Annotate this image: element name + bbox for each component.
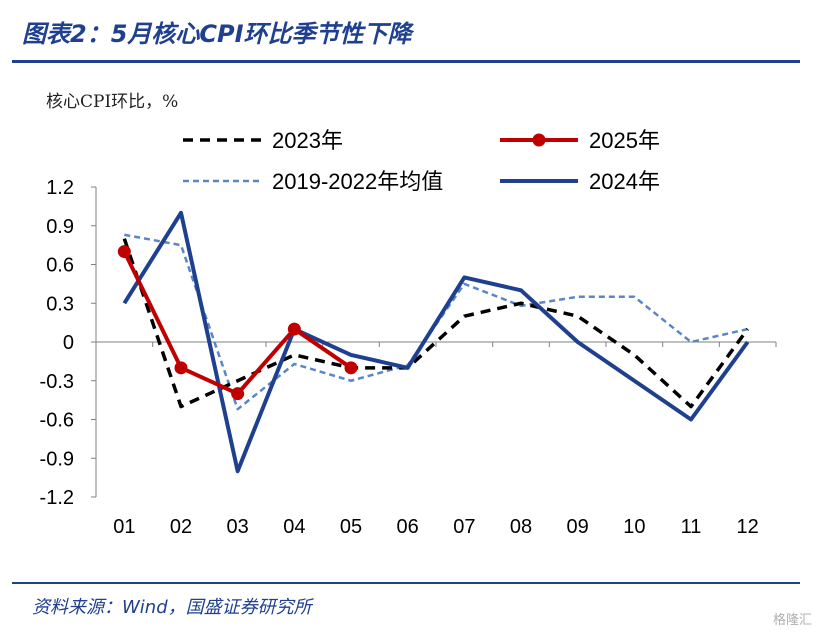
source-note: 资料来源：Wind，国盛证券研究所 — [32, 597, 312, 618]
legend-label-2025年: 2025年 — [589, 128, 660, 153]
legend-marker-2025年 — [532, 133, 546, 147]
y-tick-label: -0.6 — [40, 410, 74, 432]
y-tick-label: 0.3 — [46, 293, 74, 315]
x-tick-label-05: 05 — [340, 516, 362, 538]
x-tick-label-06: 06 — [397, 516, 419, 538]
legend-label-2023年: 2023年 — [272, 128, 343, 153]
figure-title: 图表2：5月核心CPI环比季节性下降 — [22, 20, 412, 48]
y-tick-label: -0.3 — [40, 371, 74, 393]
legend: 2023年 2025年 2019-2022年均值 2024年 — [183, 128, 660, 194]
legend-label-2024年: 2024年 — [589, 169, 660, 194]
x-tick-label-11: 11 — [681, 516, 702, 538]
y-tick-label: 0.9 — [46, 216, 74, 238]
data-point-2025年 — [117, 245, 131, 259]
axes: 1.2 0.9 0.6 0.3 0 -0.3 -0.6 -0.9 -1.2 01 02 03 04 05 0… — [40, 177, 777, 538]
title-underline — [12, 60, 800, 63]
series-line-2024年 — [122, 210, 750, 474]
data-point-2025年 — [287, 322, 301, 336]
watermark-logo: 格隆汇 — [772, 613, 812, 628]
source-rule — [12, 582, 800, 584]
data-point-2025年 — [344, 361, 358, 375]
x-tick-label-02: 02 — [170, 516, 192, 538]
x-tick-label-12: 12 — [737, 516, 759, 538]
x-tick-label-01: 01 — [113, 516, 135, 538]
series-line-2023年 — [122, 238, 750, 409]
x-tick-label-09: 09 — [567, 516, 589, 538]
series-line-2025年 — [122, 250, 353, 396]
y-tick-label: 1.2 — [46, 177, 74, 199]
y-tick-label: -1.2 — [40, 487, 74, 509]
data-point-2025年 — [174, 361, 188, 375]
y-axis-unit-label: 核心CPI环比，% — [46, 92, 179, 112]
data-point-2025年 — [231, 387, 245, 401]
x-tick-label-07: 07 — [453, 516, 475, 538]
x-tick-label-10: 10 — [623, 516, 645, 538]
y-tick-label: 0 — [63, 332, 74, 354]
x-tick-label-03: 03 — [227, 516, 249, 538]
x-tick-label-08: 08 — [510, 516, 532, 538]
legend-label-2019-2022年均值: 2019-2022年均值 — [272, 169, 443, 194]
series-layer — [117, 210, 750, 474]
y-tick-label: -0.9 — [40, 448, 74, 470]
x-tick-label-04: 04 — [283, 516, 305, 538]
y-tick-label: 0.6 — [46, 255, 74, 277]
